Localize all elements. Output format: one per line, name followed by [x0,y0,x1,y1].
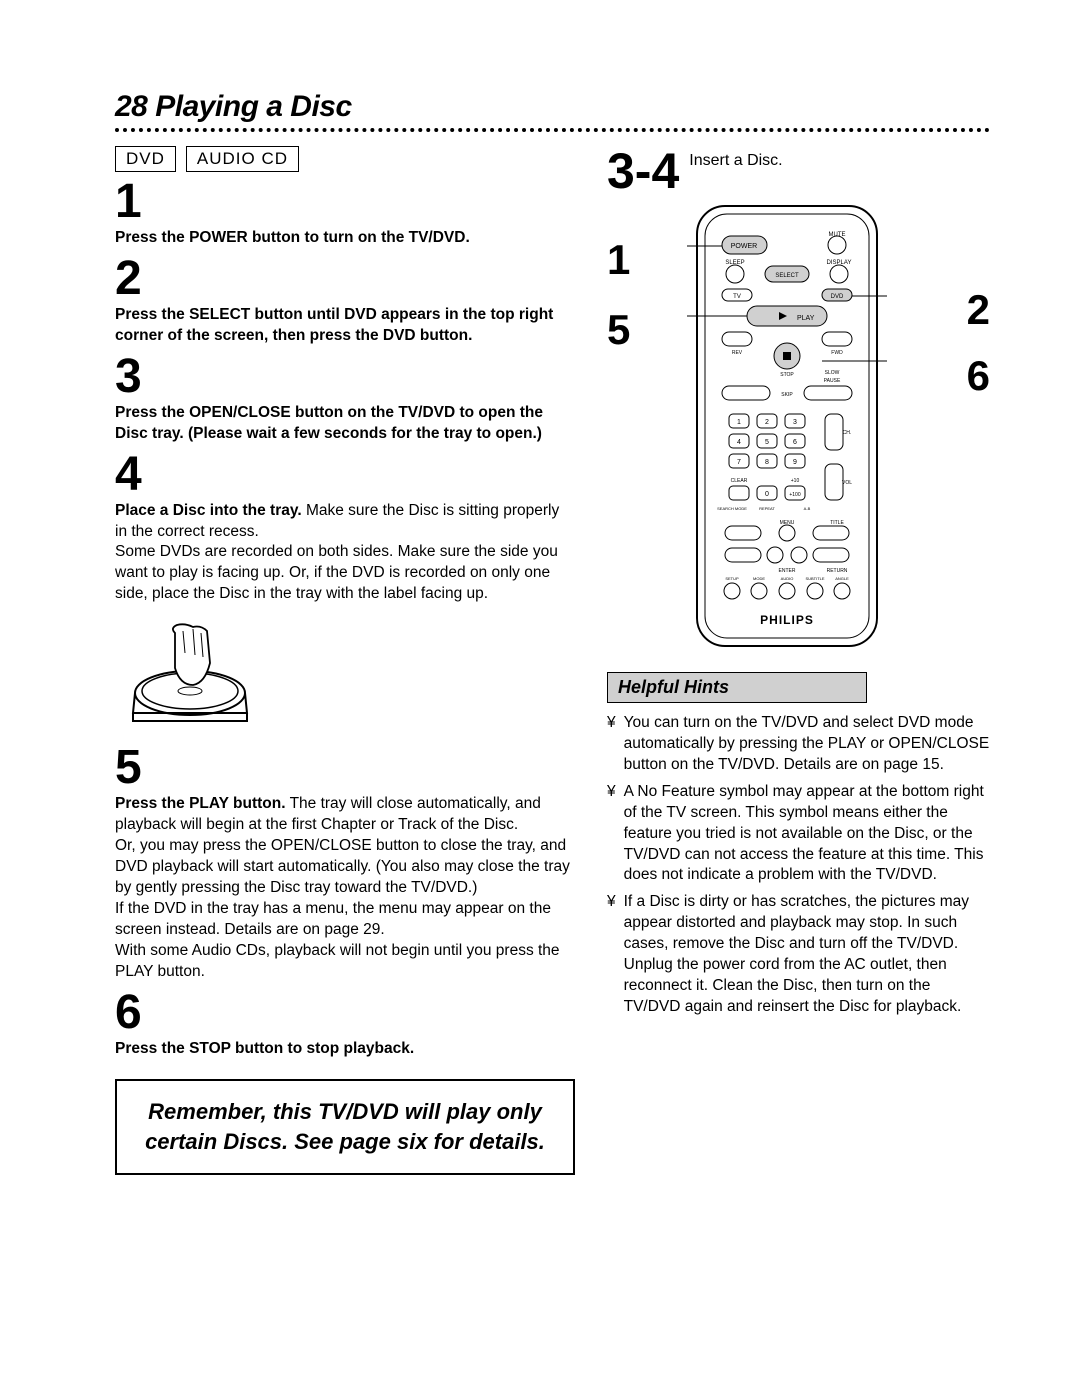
remember-box: Remember, this TV/DVD will play only cer… [115,1079,575,1174]
svg-text:A-B: A-B [804,506,811,511]
hint-text: If a Disc is dirty or has scratches, the… [624,892,990,1018]
tag-dvd: DVD [115,146,176,172]
step-bold: Press the PLAY button. [115,795,286,812]
svg-text:8: 8 [765,459,769,466]
svg-text:STOP: STOP [780,372,794,378]
step-4: 4 Place a Disc into the tray. Make sure … [115,451,575,606]
svg-text:DVD: DVD [831,294,844,300]
left-column: DVD AUDIO CD 1 Press the POWER button to… [115,146,575,1175]
svg-text:POWER: POWER [731,243,757,250]
svg-text:0: 0 [765,491,769,498]
svg-text:SUBTITLE: SUBTITLE [805,576,824,581]
svg-text:3: 3 [793,419,797,426]
svg-text:TV: TV [733,294,741,300]
svg-text:TITLE: TITLE [830,520,844,526]
remote-svg: POWER MUTE SLEEP SELECT DISPLAY TV DVD P… [687,196,887,656]
svg-text:VOL: VOL [842,480,852,486]
step-bold: Press the OPEN/CLOSE button on the TV/DV… [115,404,543,442]
step-body: Press the POWER button to turn on the TV… [115,228,575,249]
tag-audio-cd: AUDIO CD [186,146,299,172]
svg-text:CLEAR: CLEAR [731,478,748,484]
step-body: Press the STOP button to stop playback. [115,1039,575,1060]
step-number: 4 [115,451,575,499]
svg-text:6: 6 [793,439,797,446]
step-body: Press the PLAY button. The tray will clo… [115,794,575,982]
svg-text:SETUP: SETUP [725,576,739,581]
step-5: 5 Press the PLAY button. The tray will c… [115,744,575,982]
svg-text:AUDIO: AUDIO [781,576,794,581]
step-rest: The tray will close automatically, and p… [115,795,570,979]
svg-text:REPEAT: REPEAT [759,506,775,511]
helpful-hints-header: Helpful Hints [607,672,867,703]
hint-bullet: ¥ [607,782,616,887]
disc-tray-illustration [115,613,575,738]
step-bold: Press the POWER button to turn on the TV… [115,229,470,246]
callout-6: 6 [967,352,990,400]
remote-diagram: 1 5 2 6 POWER MUTE SLEEP [607,176,990,656]
svg-text:CH.: CH. [843,430,852,436]
step-3: 3 Press the OPEN/CLOSE button on the TV/… [115,353,575,445]
step-number: 6 [115,989,575,1037]
callout-2: 2 [967,286,990,334]
svg-text:ENTER: ENTER [779,568,796,574]
dotted-rule [115,128,990,132]
svg-text:7: 7 [737,459,741,466]
svg-text:9: 9 [793,459,797,466]
svg-text:5: 5 [765,439,769,446]
step-number: 5 [115,744,575,792]
hint-2: ¥ A No Feature symbol may appear at the … [607,782,990,887]
hint-3: ¥ If a Disc is dirty or has scratches, t… [607,892,990,1018]
svg-text:SLEEP: SLEEP [725,260,744,266]
svg-text:FWD: FWD [831,350,843,356]
step-body: Press the SELECT button until DVD appear… [115,305,575,347]
svg-text:1: 1 [737,419,741,426]
callout-1: 1 [607,236,630,284]
svg-text:+10: +10 [791,478,800,484]
step-number: 3 [115,353,575,401]
svg-text:2: 2 [765,419,769,426]
svg-text:MODE: MODE [753,576,765,581]
svg-text:DISPLAY: DISPLAY [827,260,852,266]
step-body: Press the OPEN/CLOSE button on the TV/DV… [115,403,575,445]
hint-text: A No Feature symbol may appear at the bo… [624,782,990,887]
hint-text: You can turn on the TV/DVD and select DV… [624,713,990,776]
step-bold: Press the STOP button to stop playback. [115,1040,414,1057]
step-2: 2 Press the SELECT button until DVD appe… [115,255,575,347]
callout-5: 5 [607,306,630,354]
hint-1: ¥ You can turn on the TV/DVD and select … [607,713,990,776]
svg-text:+100: +100 [789,492,800,498]
step-bold: Press the SELECT button until DVD appear… [115,306,553,344]
hint-bullet: ¥ [607,713,616,776]
svg-text:REV: REV [732,350,743,356]
svg-text:SLOW: SLOW [825,370,840,376]
svg-text:PLAY: PLAY [797,315,815,322]
svg-text:SELECT: SELECT [775,273,799,279]
step-number: 1 [115,178,575,226]
insert-label: Insert a Disc. [689,152,782,170]
svg-text:SKIP: SKIP [781,392,793,398]
page-heading: Playing a Disc [155,90,351,123]
step-1: 1 Press the POWER button to turn on the … [115,178,575,249]
svg-text:SEARCH MODE: SEARCH MODE [717,506,747,511]
step-number: 2 [115,255,575,303]
svg-text:ANGLE: ANGLE [835,576,849,581]
two-column-layout: DVD AUDIO CD 1 Press the POWER button to… [115,146,990,1175]
step-6: 6 Press the STOP button to stop playback… [115,989,575,1060]
svg-text:PAUSE: PAUSE [824,378,841,384]
page-title: 28 Playing a Disc [115,90,990,124]
page-number: 28 [115,90,147,123]
disc-type-tags: DVD AUDIO CD [115,146,575,172]
step-body: Place a Disc into the tray. Make sure th… [115,501,575,606]
svg-text:4: 4 [737,439,741,446]
hint-bullet: ¥ [607,892,616,1018]
svg-text:RETURN: RETURN [827,568,848,574]
svg-text:PHILIPS: PHILIPS [760,613,814,627]
step-bold: Place a Disc into the tray. [115,502,302,519]
svg-text:MUTE: MUTE [829,232,846,238]
right-column: 3-4 Insert a Disc. 1 5 2 6 POWER [607,146,990,1175]
